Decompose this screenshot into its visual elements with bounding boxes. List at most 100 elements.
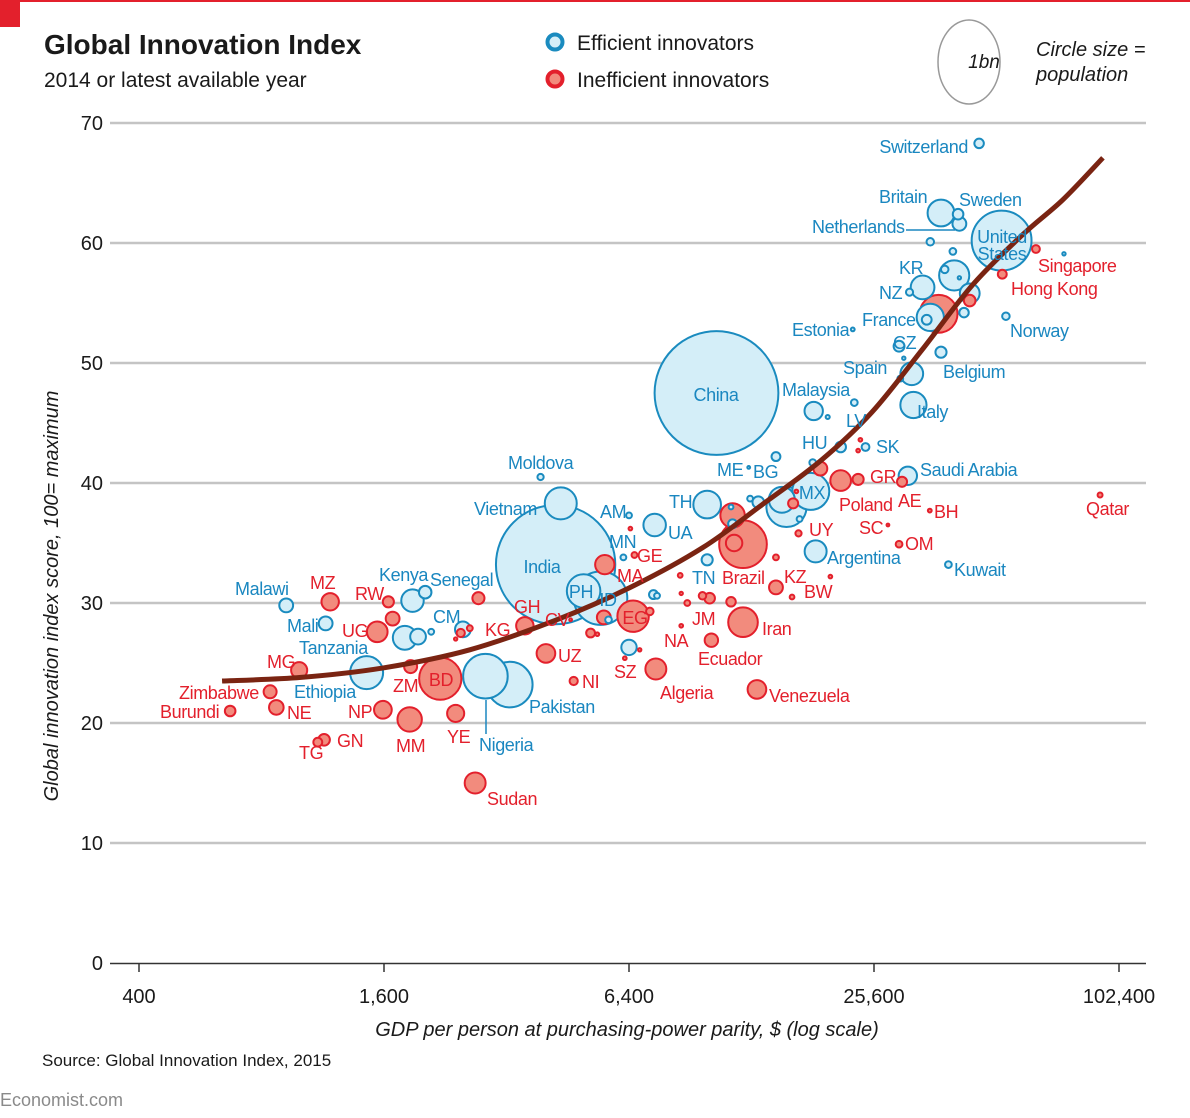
label-sk: SK <box>876 437 900 457</box>
y-tick-label: 50 <box>81 353 103 375</box>
bubble-unlabeled <box>683 599 692 607</box>
size-key-circle <box>937 19 1001 105</box>
label-ma: MA <box>617 566 644 586</box>
y-tick-label: 60 <box>81 233 103 255</box>
bubble-unlabeled <box>827 573 834 580</box>
label-sweden: Sweden <box>959 190 1022 210</box>
x-axis: 400 1,600 6,400 25,600 102,400 <box>110 962 1155 1008</box>
y-tick-label: 70 <box>81 113 103 135</box>
label-mali: Mali <box>287 616 318 636</box>
bubble-unlabeled <box>795 515 804 523</box>
y-tick-label: 0 <box>92 953 103 975</box>
label-zimbabwe: Zimbabwe <box>179 683 259 703</box>
bubble-unlabeled <box>585 627 597 639</box>
label-united-states: United States <box>977 227 1027 264</box>
label-tg: TG <box>299 743 323 763</box>
label-na: NA <box>664 631 689 651</box>
label-rw: RW <box>355 584 384 604</box>
bubble-unlabeled <box>958 306 970 319</box>
bubble-unlabeled <box>901 355 907 361</box>
bubble-ge <box>630 551 639 559</box>
brand-watermark: Economist.com <box>0 1090 123 1110</box>
label-cv: CV <box>545 610 570 630</box>
label-estonia: Estonia <box>792 320 851 340</box>
bubble-am <box>625 511 633 520</box>
legend-inefficient-label: Inefficient innovators <box>577 69 769 92</box>
label-ge: GE <box>637 546 663 566</box>
label-uz: UZ <box>558 646 582 666</box>
y-tick-label: 10 <box>81 833 103 855</box>
label-ua: UA <box>668 523 693 543</box>
y-tick-label: 40 <box>81 473 103 495</box>
bubble-italy <box>899 390 928 420</box>
bubble-unlabeled <box>653 591 661 600</box>
top-accent-line <box>0 0 1190 2</box>
label-ph: PH <box>569 582 593 602</box>
label-hu: HU <box>802 433 827 453</box>
bubble-unlabeled <box>594 631 601 638</box>
bubble-unlabeled <box>956 275 963 281</box>
label-zm: ZM <box>393 676 418 696</box>
bubble-rw <box>381 595 395 609</box>
bubble-unlabeled <box>746 494 755 503</box>
label-saudi-arabia: Saudi Arabia <box>920 460 1019 480</box>
red-corner-tab <box>0 0 20 27</box>
country-labels: Switzerland Britain Sweden Netherlands Unite… <box>160 137 1130 809</box>
label-vietnam: Vietnam <box>474 499 537 519</box>
bubble-kz <box>768 579 784 596</box>
bubble-sudan <box>463 771 487 795</box>
bubble-burundi <box>223 704 237 718</box>
bubble-unlabeled <box>676 572 684 579</box>
label-mz: MZ <box>310 573 336 593</box>
bubble-sk <box>860 442 871 452</box>
x-axis-title: GDP per person at purchasing-power parit… <box>375 1019 879 1041</box>
y-tick-labels: 0 10 20 30 40 50 60 70 <box>81 113 103 975</box>
bubble-unlabeled <box>452 636 459 642</box>
bubble-unlabeled <box>384 610 401 627</box>
label-kenya: Kenya <box>379 565 429 585</box>
bubble-ni <box>568 675 579 687</box>
bubble-unlabeled <box>409 627 427 646</box>
size-key-text-2: population <box>1035 64 1128 86</box>
bubble-unlabeled <box>727 503 735 511</box>
bubble-switzerland <box>973 137 985 150</box>
label-malaysia: Malaysia <box>782 380 851 400</box>
label-burundi: Burundi <box>160 702 219 722</box>
bubble-unlabeled <box>857 436 864 443</box>
bubble-china <box>653 330 780 456</box>
bubble-norway <box>1001 311 1011 321</box>
legend-efficient-icon <box>545 32 565 52</box>
bubble-sweden <box>951 207 965 221</box>
label-poland: Poland <box>839 495 893 515</box>
chart-subtitle: 2014 or latest available year <box>44 69 307 92</box>
label-netherlands: Netherlands <box>812 217 905 237</box>
label-bd: BD <box>429 670 454 690</box>
label-kuwait: Kuwait <box>954 560 1006 580</box>
bubble-th <box>692 489 722 520</box>
bubble-unlabeled <box>627 525 634 532</box>
bubble-mn <box>619 553 628 562</box>
bubble-mm <box>396 706 423 733</box>
label-am: AM <box>600 502 626 522</box>
bubble-unlabeled <box>637 647 643 653</box>
bubble-vietnam <box>543 486 578 521</box>
label-ne: NE <box>287 703 312 723</box>
bubble-lv <box>849 398 859 407</box>
label-mg: MG <box>267 652 295 672</box>
label-sz: SZ <box>614 662 637 682</box>
bubble-unlabeled <box>471 591 486 606</box>
bubble-zimbabwe <box>262 684 278 700</box>
label-senegal: Senegal <box>430 570 493 590</box>
bubble-unlabeled <box>455 627 466 639</box>
bubble-mali <box>317 615 334 632</box>
label-ae: AE <box>898 491 922 511</box>
bubble-na <box>678 622 685 629</box>
label-nz: NZ <box>879 283 903 303</box>
size-key-text-1: Circle size = <box>1036 39 1145 61</box>
bubble-bh <box>926 507 933 514</box>
label-spain: Spain <box>843 358 887 378</box>
label-iran: Iran <box>762 619 791 639</box>
bubble-tg <box>312 736 324 748</box>
chart-title: Global Innovation Index <box>44 29 362 60</box>
